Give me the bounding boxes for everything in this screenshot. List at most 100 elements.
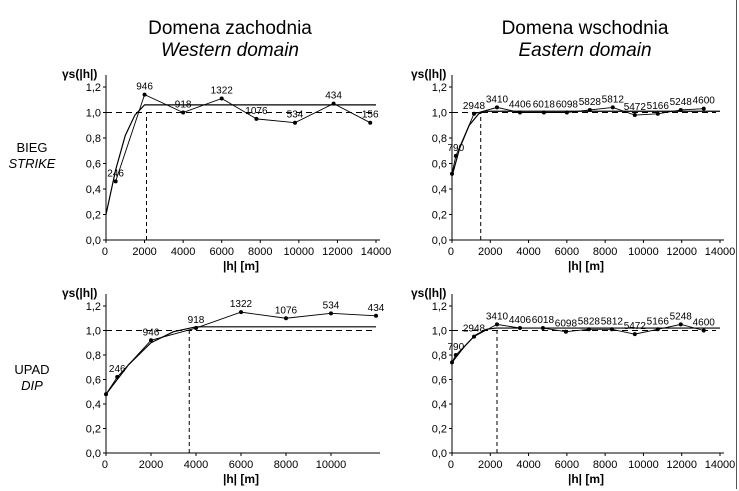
y-tick-label: 1,0 — [86, 326, 101, 338]
point-count-label: 5812 — [602, 94, 625, 105]
x-tick-label: 10000 — [284, 246, 315, 258]
y-tick-label: 0,6 — [432, 159, 447, 171]
point-count-label: 5248 — [670, 97, 693, 108]
y-tick-label: 0,2 — [86, 210, 101, 222]
y-axis-label: γs(|h|) — [62, 286, 97, 300]
data-point — [701, 106, 706, 111]
point-count-label: 1076 — [245, 106, 268, 117]
data-point — [194, 326, 198, 331]
y-tick-label: 0,8 — [86, 350, 101, 362]
data-point — [239, 310, 243, 315]
eastern-title-pl: Domena wschodnia — [501, 18, 669, 39]
data-point — [113, 179, 118, 184]
y-tick-label: 1,2 — [86, 301, 101, 313]
x-tick-label: 6000 — [555, 459, 579, 471]
x-tick-label: 6000 — [229, 459, 253, 471]
point-count-label: 534 — [323, 300, 340, 311]
y-tick-label: 0,6 — [86, 375, 101, 387]
point-count-label: 4600 — [693, 96, 716, 107]
point-count-label: 5812 — [601, 316, 624, 327]
row-label-dip-en: DIP — [21, 378, 43, 393]
data-point — [609, 327, 614, 332]
western-title-en: Western domain — [161, 40, 299, 61]
x-tick-label: 14000 — [705, 246, 736, 258]
data-point — [655, 111, 660, 116]
x-tick-label: 2000 — [478, 459, 502, 471]
y-tick-label: 0,4 — [86, 184, 101, 196]
data-point — [368, 120, 373, 125]
data-point — [541, 110, 546, 115]
y-tick-label: 0,2 — [432, 210, 447, 222]
y-tick-label: 1,2 — [432, 301, 447, 313]
x-axis-label: |h| [m] — [568, 259, 604, 273]
y-tick-label: 0,4 — [86, 399, 101, 411]
western-title: Domena zachodnia Western domain — [110, 18, 350, 62]
point-count-label: 918 — [188, 315, 205, 326]
row-label-dip-pl: UPAD — [14, 362, 50, 377]
x-tick-label: 8000 — [593, 246, 617, 258]
point-count-label: 6018 — [533, 100, 556, 111]
point-count-label: 946 — [136, 82, 153, 93]
y-tick-label: 0,2 — [432, 424, 447, 436]
point-count-label: 2948 — [463, 324, 486, 335]
data-point — [284, 316, 288, 321]
data-point — [586, 327, 591, 332]
data-point — [453, 153, 458, 158]
point-count-label: 3410 — [486, 311, 509, 322]
data-point — [472, 111, 477, 116]
x-tick-label: 8000 — [274, 459, 298, 471]
point-count-label: 5472 — [624, 321, 647, 332]
point-count-label: 434 — [368, 303, 385, 314]
point-count-label: 246 — [107, 168, 124, 179]
data-point — [142, 92, 147, 97]
x-axis-label: |h| [m] — [223, 472, 259, 486]
x-tick-label: 12000 — [666, 459, 697, 471]
y-tick-label: 0,0 — [432, 448, 447, 460]
x-tick-label: 6000 — [555, 246, 579, 258]
point-count-label: 6098 — [555, 319, 578, 330]
point-count-label: 534 — [287, 110, 304, 121]
y-axis-label: γs(|h|) — [62, 67, 97, 81]
x-tick-label: 10000 — [628, 459, 659, 471]
data-point — [540, 326, 545, 331]
point-count-label: 246 — [109, 364, 126, 375]
x-tick-label: 4000 — [516, 246, 540, 258]
x-tick-label: 2000 — [132, 246, 156, 258]
y-tick-label: 0,6 — [432, 375, 447, 387]
data-point — [453, 353, 458, 357]
point-count-label: 918 — [175, 100, 192, 111]
eastern-strike-chart: 0,0 0,2 0,4 0,6 0,8 1,0 1,2 0 2000 4000 6000 8000 10… — [411, 67, 735, 273]
y-tick-label: 0,6 — [86, 159, 101, 171]
eastern-title-en: Eastern domain — [518, 40, 652, 61]
data-point — [564, 110, 569, 115]
point-count-label: 790 — [447, 143, 464, 154]
point-count-label: 2948 — [463, 101, 486, 112]
point-count-label: 156 — [362, 110, 379, 121]
y-tick-label: 1,0 — [86, 108, 101, 120]
x-tick-label: 4000 — [184, 459, 208, 471]
point-count-label: 1322 — [230, 299, 253, 310]
x-tick-label: 12000 — [666, 246, 697, 258]
point-count-label: 946 — [143, 327, 160, 338]
point-count-label: 5166 — [647, 101, 670, 112]
data-point — [450, 171, 454, 176]
data-point — [104, 392, 108, 397]
data-point — [450, 360, 454, 365]
point-count-label: 4406 — [509, 315, 532, 326]
model-curve — [105, 104, 376, 215]
model-curve — [451, 110, 720, 177]
x-tick-label: 10000 — [628, 246, 659, 258]
data-point — [115, 375, 120, 380]
x-axis-label: |h| [m] — [568, 472, 604, 486]
x-tick-label: 0 — [448, 459, 454, 471]
data-point — [517, 110, 522, 115]
x-tick-label: 0 — [448, 246, 454, 258]
western-title-pl: Domena zachodnia — [148, 18, 312, 39]
row-label-dip: UPAD DIP — [2, 362, 62, 394]
x-tick-label: 14000 — [361, 246, 392, 258]
x-tick-label: 6000 — [209, 246, 233, 258]
data-point — [293, 120, 297, 125]
x-tick-label: 2000 — [139, 459, 163, 471]
data-point — [678, 322, 683, 327]
